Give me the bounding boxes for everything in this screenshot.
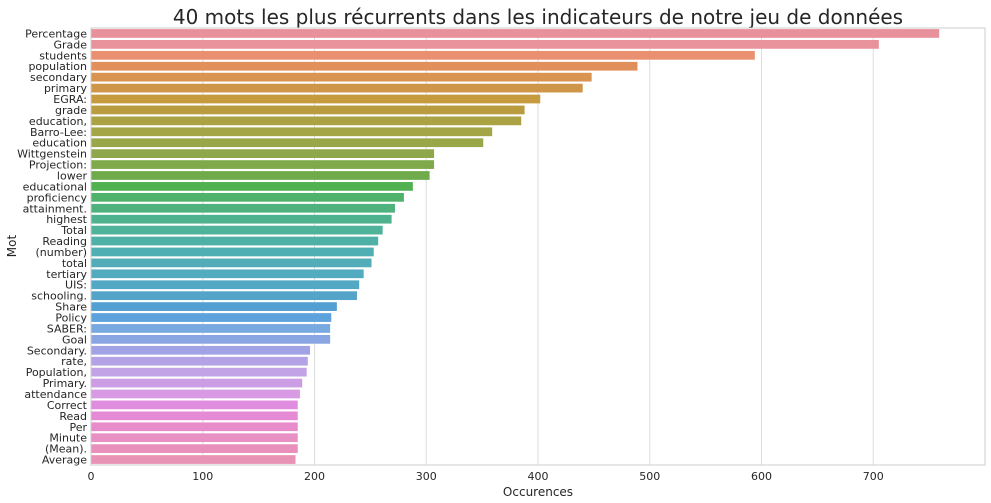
y-tick-label: Policy	[55, 312, 87, 325]
y-tick-label: schooling.	[31, 290, 87, 303]
bar	[91, 29, 940, 38]
y-tick-label: highest	[46, 213, 87, 226]
bar	[91, 444, 298, 453]
x-tick-label: 700	[863, 470, 884, 483]
y-tick-label: population	[28, 60, 87, 73]
bar	[91, 72, 592, 82]
y-tick-label: lower	[57, 169, 88, 182]
x-tick-label: 400	[528, 470, 549, 483]
bar	[91, 356, 308, 366]
y-tick-label: educational	[23, 180, 87, 193]
grid-lines	[90, 28, 874, 465]
bar	[91, 160, 435, 169]
y-tick-label: attainment.	[23, 202, 87, 215]
y-tick-label: attendance	[24, 388, 87, 401]
y-tick-label: rate,	[61, 355, 87, 368]
y-tick-label: education	[32, 137, 87, 150]
bar	[91, 422, 298, 432]
bar	[91, 400, 298, 410]
bar	[91, 389, 300, 399]
bar	[91, 149, 435, 159]
bar	[91, 324, 331, 333]
y-tick-label: SABER:	[47, 322, 87, 335]
bar	[91, 138, 484, 148]
bar	[91, 455, 296, 464]
y-tick-label: Average	[42, 454, 87, 467]
bar	[91, 50, 755, 60]
y-tick-label: proficiency	[27, 191, 88, 204]
y-tick-label: grade	[55, 104, 87, 117]
bar	[91, 236, 379, 246]
bar	[91, 313, 332, 322]
y-tick-label: Goal	[62, 333, 87, 346]
bar	[91, 192, 404, 202]
y-tick-label: Percentage	[25, 27, 87, 40]
y-tick-label: Projection:	[29, 159, 87, 172]
x-tick-label: 100	[192, 470, 213, 483]
chart-title: 40 mots les plus récurrents dans les ind…	[173, 5, 903, 29]
bar	[91, 40, 879, 49]
plot-frame	[90, 27, 986, 466]
y-tick-label: UIS:	[65, 279, 87, 292]
y-tick-label: education,	[29, 115, 87, 128]
bar	[91, 302, 337, 311]
y-tick-label: Secondary.	[27, 344, 87, 357]
x-tick-labels: 0 100 200 300 400 500 600 700	[88, 470, 884, 483]
y-tick-label: (number)	[35, 246, 87, 259]
y-tick-labels: PercentageGradestudentspopulationseconda…	[17, 27, 88, 466]
bar	[91, 127, 493, 137]
bar	[91, 94, 541, 104]
bars	[91, 29, 940, 464]
bar	[91, 247, 374, 257]
bar	[91, 334, 331, 344]
bar	[91, 258, 372, 268]
y-tick-label: Primary.	[43, 377, 87, 390]
x-tick-label: 600	[751, 470, 772, 483]
y-tick-label: students	[39, 49, 87, 62]
x-tick-label: 0	[88, 470, 95, 483]
bar	[91, 171, 430, 180]
y-tick-label: EGRA:	[53, 93, 87, 106]
bar	[91, 291, 357, 301]
bar	[91, 83, 583, 93]
y-tick-label: Correct	[47, 399, 88, 412]
bar	[91, 269, 364, 279]
y-axis-label: Mot	[5, 235, 19, 258]
y-tick-label: Total	[60, 224, 87, 237]
y-tick-label: (Mean).	[45, 443, 87, 456]
x-tick-label: 300	[416, 470, 437, 483]
bar	[91, 433, 298, 443]
y-tick-label: Barro-Lee:	[30, 126, 87, 139]
y-tick-label: tertiary	[46, 268, 87, 281]
y-tick-label: Population,	[26, 366, 87, 379]
y-tick-label: Wittgenstein	[17, 148, 87, 161]
bar	[91, 203, 395, 213]
y-tick-label: secondary	[30, 71, 87, 84]
bar	[91, 367, 307, 377]
y-tick-label: Per	[69, 421, 87, 434]
y-tick-label: primary	[44, 82, 88, 95]
y-tick-label: Share	[55, 301, 87, 314]
bar	[91, 182, 413, 191]
bar	[91, 280, 360, 290]
bar	[91, 378, 303, 388]
y-tick-label: Read	[59, 410, 87, 423]
y-tick-label: Minute	[49, 432, 87, 445]
x-axis-label: Occurences	[503, 485, 573, 499]
bar	[91, 345, 311, 355]
bar	[91, 225, 383, 235]
y-tick-label: total	[62, 257, 87, 270]
y-tick-label: Grade	[53, 38, 87, 51]
bar	[91, 214, 392, 224]
bar	[91, 116, 522, 126]
bar	[91, 61, 638, 71]
bar	[91, 411, 298, 421]
y-tick-label: Reading	[42, 235, 87, 248]
bar	[91, 105, 525, 115]
x-tick-label: 500	[639, 470, 660, 483]
x-tick-label: 200	[304, 470, 325, 483]
